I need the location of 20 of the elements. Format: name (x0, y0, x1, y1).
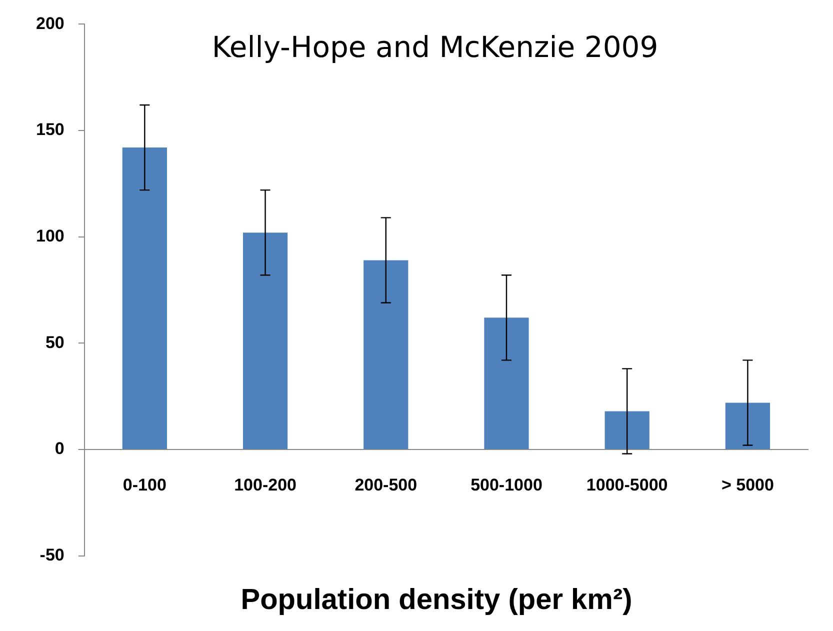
x-tick-label: 200-500 (354, 475, 418, 494)
y-tick-label: 100 (36, 226, 64, 246)
bar (122, 148, 167, 449)
x-axis-title: Population density (per km²) (240, 584, 634, 617)
y-tick-label: 200 (36, 14, 64, 33)
y-tick-label: -50 (40, 545, 64, 564)
y-tick-label: 0 (54, 439, 64, 458)
y-tick-label: 150 (36, 120, 64, 140)
x-tick-label: 1000-5000 (586, 475, 668, 494)
x-tick-label: 0-100 (122, 475, 166, 494)
bar (242, 232, 288, 449)
bar (484, 318, 529, 449)
x-tick-label: > 5000 (721, 475, 774, 494)
bar (604, 411, 650, 449)
x-tick-label: 100-200 (234, 475, 296, 494)
bar (364, 260, 408, 449)
x-tick-label: 500-1000 (470, 475, 542, 494)
y-tick-label: 50 (45, 332, 64, 352)
bar (725, 402, 770, 449)
chart-title: Kelly-Hope and McKenzie 2009 (210, 30, 660, 64)
